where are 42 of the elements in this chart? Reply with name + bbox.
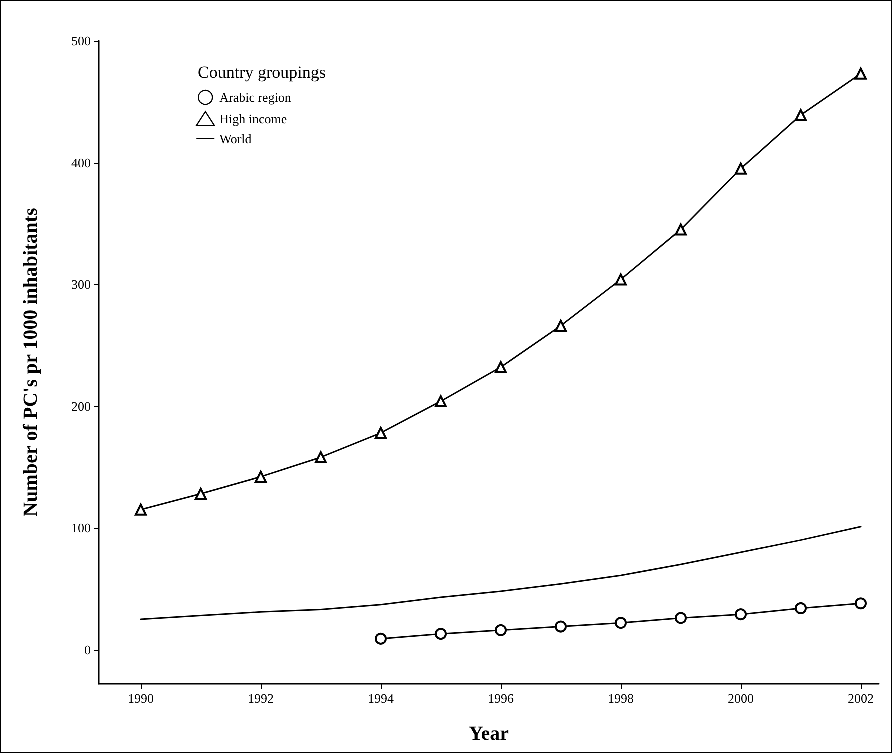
point bbox=[795, 602, 807, 614]
point bbox=[375, 632, 387, 645]
x-tick-label: 2002 bbox=[848, 691, 874, 706]
point bbox=[795, 109, 807, 122]
point bbox=[495, 361, 507, 374]
point bbox=[435, 395, 447, 408]
y-axis-title: Number of PC's pr 1000 inhabitants bbox=[20, 208, 42, 517]
y-tick-label: 0 bbox=[84, 642, 91, 658]
legend-label: Arabic region bbox=[220, 90, 292, 106]
legend-title: Country groupings bbox=[198, 63, 326, 82]
point bbox=[555, 620, 567, 633]
y-tick-label: 400 bbox=[72, 155, 91, 170]
point bbox=[375, 427, 387, 440]
point bbox=[735, 608, 747, 621]
line-series bbox=[140, 526, 862, 620]
y-tick-label: 200 bbox=[72, 398, 91, 414]
y-tick-label: 500 bbox=[72, 34, 91, 48]
x-tick-label: 1994 bbox=[368, 691, 394, 706]
point bbox=[135, 504, 147, 516]
point bbox=[675, 224, 687, 236]
point bbox=[615, 274, 627, 286]
x-tick-label: 1996 bbox=[488, 691, 514, 706]
point bbox=[255, 470, 267, 483]
x-tick-label: 1992 bbox=[248, 691, 274, 706]
legend-label: World bbox=[220, 131, 252, 146]
point bbox=[675, 612, 687, 624]
point bbox=[735, 162, 747, 175]
point bbox=[855, 68, 867, 80]
x-tick-label: 1990 bbox=[128, 691, 154, 706]
point bbox=[555, 320, 567, 332]
point bbox=[495, 624, 507, 636]
point bbox=[615, 617, 627, 630]
y-tick-label: 100 bbox=[72, 520, 91, 536]
point bbox=[855, 598, 867, 610]
point bbox=[195, 488, 207, 500]
x-axis-title: Year bbox=[469, 723, 510, 745]
legend-label: High income bbox=[220, 111, 288, 126]
point bbox=[315, 451, 327, 464]
point bbox=[435, 628, 447, 640]
y-tick-label: 300 bbox=[72, 277, 91, 292]
x-tick-label: 1998 bbox=[608, 691, 634, 706]
x-tick-label: 2000 bbox=[728, 691, 754, 706]
